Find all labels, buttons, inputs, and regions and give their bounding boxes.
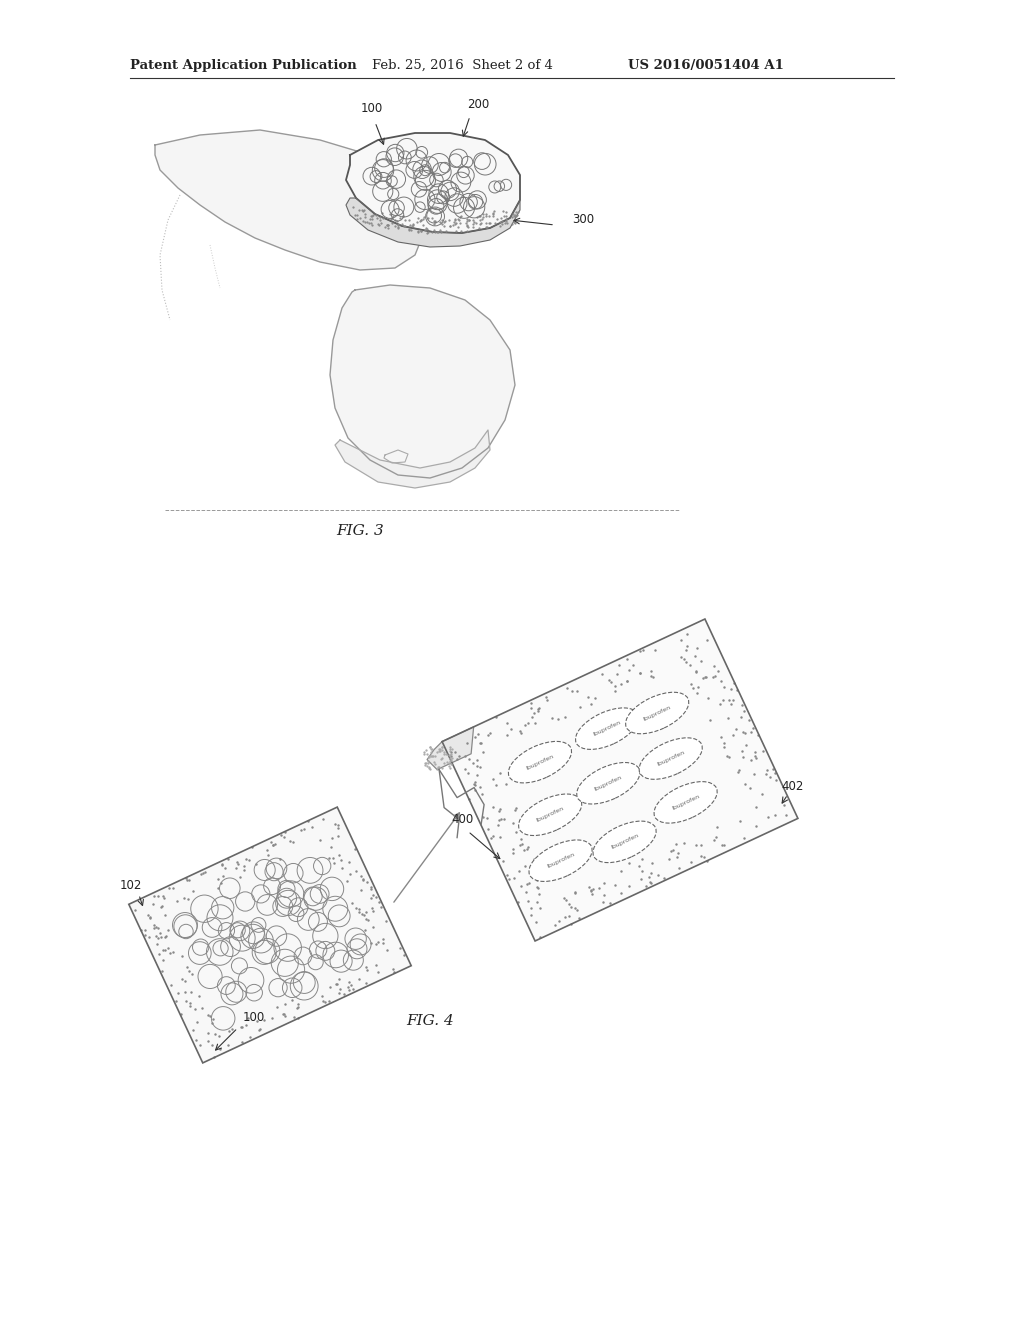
Text: 100: 100 <box>360 102 383 115</box>
Text: Feb. 25, 2016  Sheet 2 of 4: Feb. 25, 2016 Sheet 2 of 4 <box>372 58 553 71</box>
Polygon shape <box>442 619 798 941</box>
Text: US 2016/0051404 A1: US 2016/0051404 A1 <box>628 58 784 71</box>
Polygon shape <box>346 133 520 234</box>
Ellipse shape <box>577 763 640 804</box>
Text: 300: 300 <box>572 213 594 226</box>
Text: 400: 400 <box>452 813 474 826</box>
Text: 200: 200 <box>467 98 489 111</box>
Text: ibuprofen: ibuprofen <box>671 793 700 810</box>
Polygon shape <box>346 198 520 247</box>
Text: Patent Application Publication: Patent Application Publication <box>130 58 356 71</box>
Ellipse shape <box>654 781 717 824</box>
Text: ibuprofen: ibuprofen <box>525 754 555 771</box>
Ellipse shape <box>626 692 689 734</box>
Text: ibuprofen: ibuprofen <box>592 719 622 738</box>
Text: 102: 102 <box>120 879 142 892</box>
Polygon shape <box>427 727 474 770</box>
Text: 402: 402 <box>781 780 804 793</box>
Polygon shape <box>335 430 490 488</box>
Polygon shape <box>330 285 515 478</box>
Ellipse shape <box>508 742 571 783</box>
Text: FIG. 4: FIG. 4 <box>407 1014 454 1028</box>
Ellipse shape <box>575 708 639 750</box>
Text: ibuprofen: ibuprofen <box>594 775 623 792</box>
Text: ibuprofen: ibuprofen <box>546 853 575 870</box>
Text: ibuprofen: ibuprofen <box>536 807 565 824</box>
Text: ibuprofen: ibuprofen <box>642 705 672 722</box>
Text: FIG. 3: FIG. 3 <box>336 524 384 539</box>
Text: ibuprofen: ibuprofen <box>656 750 685 767</box>
Polygon shape <box>129 807 412 1063</box>
Text: 100: 100 <box>243 1011 265 1024</box>
Ellipse shape <box>593 821 656 862</box>
Ellipse shape <box>518 795 582 836</box>
Ellipse shape <box>529 840 592 882</box>
Polygon shape <box>155 129 425 271</box>
Ellipse shape <box>639 738 702 779</box>
Text: ibuprofen: ibuprofen <box>610 833 639 850</box>
